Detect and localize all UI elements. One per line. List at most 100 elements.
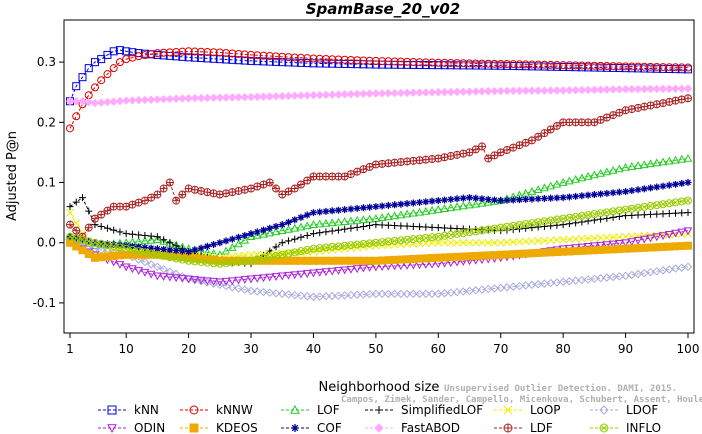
data-point — [334, 242, 343, 251]
data-point — [427, 289, 437, 299]
data-point — [284, 58, 293, 67]
data-point — [259, 287, 268, 297]
data-point — [271, 92, 281, 101]
data-point — [327, 90, 337, 99]
data-point — [496, 283, 505, 293]
data-point — [297, 181, 305, 189]
data-point — [396, 236, 405, 245]
data-point — [678, 179, 686, 187]
data-point — [92, 239, 98, 246]
data-point — [90, 98, 100, 108]
data-point — [259, 229, 268, 238]
data-point — [203, 258, 212, 267]
data-point — [622, 188, 630, 196]
data-point — [190, 47, 199, 56]
data-point — [260, 181, 268, 189]
data-point — [628, 187, 636, 195]
data-point — [203, 48, 212, 57]
data-point — [290, 53, 299, 62]
data-point — [315, 292, 324, 301]
data-point — [553, 194, 561, 202]
data-point — [215, 280, 225, 290]
data-point — [422, 223, 430, 231]
data-point — [321, 55, 330, 64]
data-point — [615, 109, 623, 117]
data-point — [647, 101, 655, 109]
data-point — [496, 59, 505, 68]
data-point — [434, 88, 443, 97]
data-point — [134, 95, 143, 105]
data-point — [147, 232, 155, 240]
data-point — [633, 84, 643, 94]
data-point — [402, 88, 412, 98]
data-point — [559, 235, 568, 244]
data-point — [160, 236, 168, 244]
data-point — [621, 239, 630, 248]
data-point — [653, 183, 661, 191]
data-point — [228, 188, 236, 196]
data-point — [159, 236, 168, 245]
data-point — [478, 226, 486, 235]
data-point — [209, 48, 218, 57]
data-point — [684, 241, 692, 250]
data-point — [366, 240, 373, 247]
data-point — [341, 206, 349, 214]
data-point — [646, 159, 655, 168]
data-point — [204, 259, 211, 266]
data-point — [615, 206, 624, 215]
data-point — [471, 59, 480, 68]
data-point — [115, 96, 125, 106]
data-point — [159, 251, 168, 260]
data-point — [565, 193, 573, 201]
data-point — [629, 205, 635, 212]
data-point — [471, 227, 480, 236]
data-point — [359, 290, 368, 299]
data-point — [571, 212, 580, 221]
data-point — [352, 290, 362, 299]
data-point — [303, 91, 312, 100]
data-point — [453, 151, 461, 159]
data-point — [321, 218, 331, 227]
data-point — [221, 277, 231, 286]
data-point — [546, 86, 555, 95]
data-point — [460, 230, 467, 236]
data-point — [484, 59, 493, 68]
data-point — [602, 61, 611, 70]
data-point — [596, 168, 605, 177]
data-point — [571, 61, 580, 70]
legend-label: kNN — [134, 403, 159, 417]
data-point — [614, 164, 624, 173]
x-tick-label: 1 — [66, 342, 74, 356]
data-point — [553, 236, 561, 244]
data-point — [273, 253, 279, 259]
data-point — [259, 92, 268, 101]
data-point — [503, 405, 513, 415]
data-point — [591, 211, 598, 217]
data-point — [590, 61, 599, 70]
data-point — [398, 237, 404, 244]
data-point — [384, 289, 393, 299]
data-point — [553, 122, 561, 130]
data-point — [521, 86, 530, 95]
data-point — [377, 213, 387, 222]
data-point — [235, 187, 243, 195]
data-point — [434, 232, 443, 241]
data-point — [472, 228, 479, 235]
data-point — [547, 126, 555, 134]
data-point — [234, 93, 243, 102]
data-point — [340, 59, 349, 68]
data-point — [396, 210, 406, 219]
data-point — [403, 222, 411, 230]
watermark-line-2: Campos, Zimek, Sander, Campello, Micenko… — [341, 394, 702, 405]
data-point — [608, 272, 618, 282]
data-point — [446, 230, 455, 239]
data-point — [240, 285, 249, 294]
data-point — [434, 154, 442, 162]
data-point — [597, 190, 605, 198]
data-point — [402, 289, 412, 299]
data-point — [583, 85, 593, 95]
data-point — [565, 235, 574, 244]
data-point — [203, 188, 211, 196]
series-ldof — [65, 238, 693, 302]
data-point — [441, 153, 449, 161]
